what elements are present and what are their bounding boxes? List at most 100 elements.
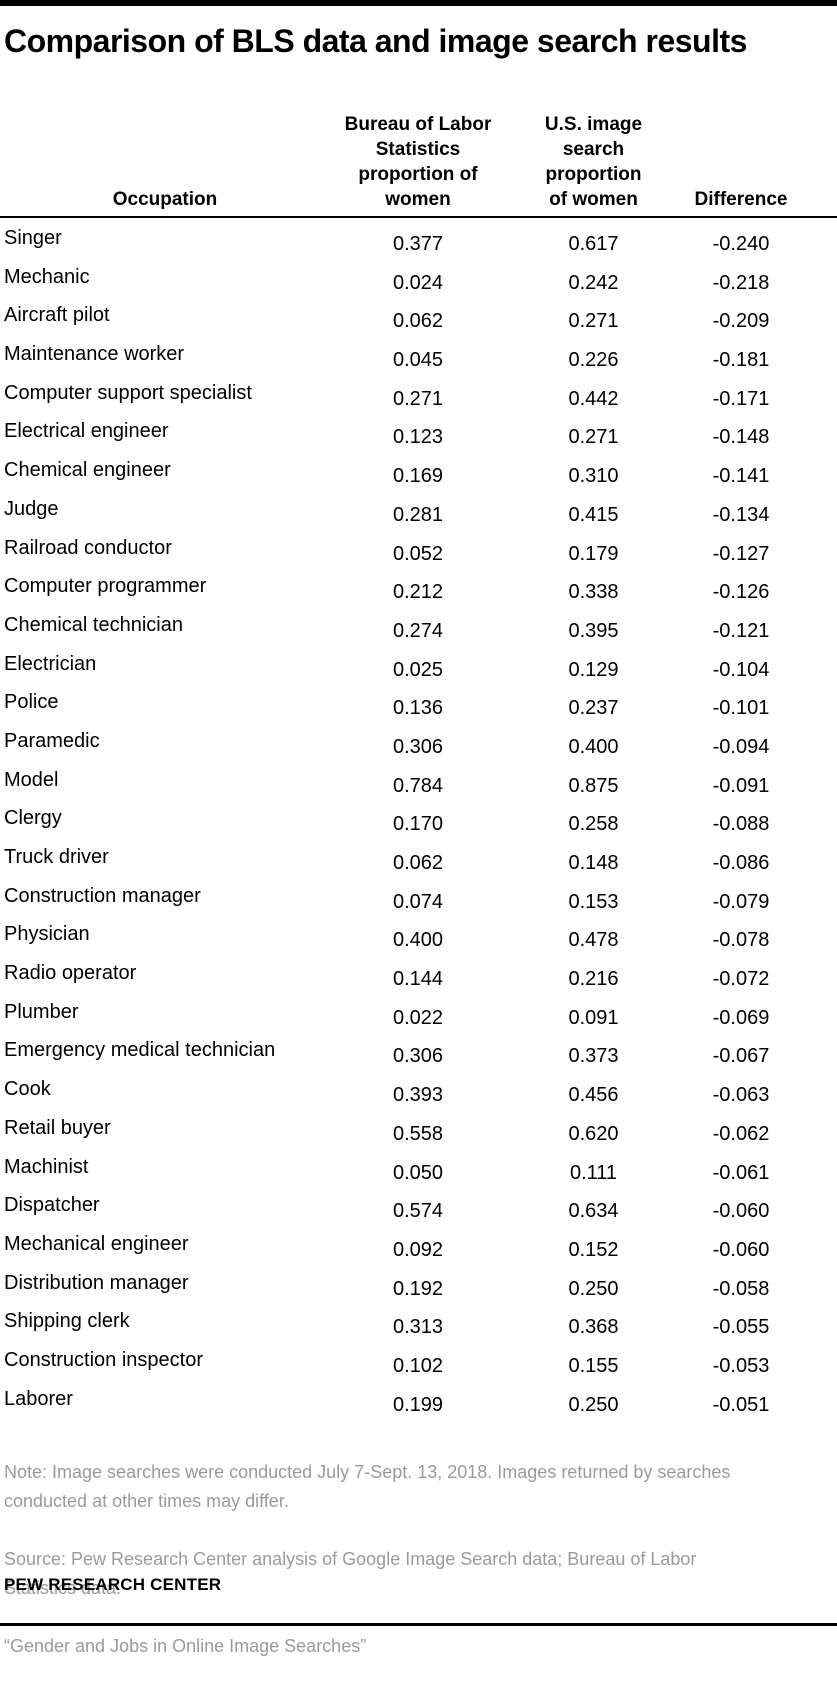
bls-value-cell: 0.306 <box>392 735 444 758</box>
table-row: Laborer 0.199 0.250 -0.051 <box>0 1380 837 1419</box>
difference-value-cell: -0.148 <box>712 426 770 449</box>
occupation-cell: Mechanic <box>4 265 90 288</box>
difference-value-cell: -0.104 <box>712 658 770 681</box>
occupation-cell: Electrician <box>4 652 97 675</box>
table-row: Retail buyer 0.558 0.620 -0.062 <box>0 1109 837 1148</box>
table-row: Police 0.136 0.237 -0.101 <box>0 683 837 722</box>
difference-value-cell: -0.101 <box>712 697 770 720</box>
occupation-cell: Maintenance worker <box>4 343 185 366</box>
bls-value-cell: 0.784 <box>392 774 444 797</box>
difference-value-cell: -0.067 <box>712 1045 770 1068</box>
table-row: Mechanical engineer 0.092 0.152 -0.060 <box>0 1225 837 1264</box>
bls-value-cell: 0.400 <box>392 929 444 952</box>
table-row: Plumber 0.022 0.091 -0.069 <box>0 993 837 1032</box>
table-row: Model 0.784 0.875 -0.091 <box>0 761 837 800</box>
bls-value-cell: 0.022 <box>392 1006 444 1029</box>
difference-value-cell: -0.126 <box>712 581 770 604</box>
occupation-cell: Dispatcher <box>4 1194 100 1217</box>
search-value-cell: 0.250 <box>568 1393 619 1416</box>
search-value-cell: 0.368 <box>568 1316 619 1339</box>
difference-value-cell: -0.051 <box>712 1393 770 1416</box>
occupation-cell: Truck driver <box>4 846 109 868</box>
bottom-rule <box>0 1623 837 1626</box>
table-row: Clergy 0.170 0.258 -0.088 <box>0 799 837 838</box>
bls-value-cell: 0.062 <box>392 852 444 874</box>
search-value-cell: 0.310 <box>568 465 619 488</box>
source-text: Source: Pew Research Center analysis of … <box>4 1549 697 1598</box>
occupation-cell: Retail buyer <box>4 1116 111 1139</box>
occupation-cell: Emergency medical technician <box>4 1039 276 1062</box>
bls-value-cell: 0.052 <box>392 542 444 565</box>
difference-value-cell: -0.061 <box>712 1161 770 1184</box>
report-title-quote: “Gender and Jobs in Online Image Searche… <box>4 1636 367 1656</box>
table-row: Singer 0.377 0.617 -0.240 <box>0 219 837 258</box>
occupation-cell: Laborer <box>4 1387 73 1410</box>
table-row: Construction manager 0.074 0.153 -0.079 <box>0 877 837 916</box>
bls-value-cell: 0.393 <box>392 1084 444 1107</box>
search-value-cell: 0.456 <box>568 1084 619 1107</box>
top-accent-bar <box>0 0 837 6</box>
table-row: Machinist 0.050 0.111 -0.061 <box>0 1148 837 1187</box>
search-value-cell: 0.875 <box>568 774 619 797</box>
table-row: Computer support specialist 0.271 0.442 … <box>0 374 837 413</box>
bls-value-cell: 0.074 <box>392 890 444 913</box>
occupation-cell: Physician <box>4 923 90 946</box>
bls-value-cell: 0.169 <box>392 465 444 488</box>
table-row: Judge 0.281 0.415 -0.134 <box>0 490 837 529</box>
occupation-cell: Radio operator <box>4 962 137 985</box>
table-row: Chemical technician 0.274 0.395 -0.121 <box>0 606 837 645</box>
difference-value-cell: -0.086 <box>712 852 770 874</box>
occupation-cell: Aircraft pilot <box>4 304 110 327</box>
table-row: Maintenance worker 0.045 0.226 -0.181 <box>0 335 837 374</box>
occupation-cell: Shipping clerk <box>4 1310 130 1333</box>
difference-value-cell: -0.121 <box>712 619 770 642</box>
search-value-cell: 0.152 <box>568 1238 619 1261</box>
difference-value-cell: -0.078 <box>712 929 770 952</box>
bls-value-cell: 0.192 <box>392 1277 444 1300</box>
search-value-cell: 0.415 <box>568 503 619 526</box>
col-header-difference: Difference <box>694 189 788 210</box>
difference-value-cell: -0.181 <box>712 349 770 372</box>
occupation-cell: Machinist <box>4 1155 89 1178</box>
table-row: Construction inspector 0.102 0.155 -0.05… <box>0 1341 837 1380</box>
search-value-cell: 0.373 <box>568 1045 619 1068</box>
search-value-cell: 0.111 <box>569 1161 618 1184</box>
col-header-occupation: Occupation <box>112 189 218 210</box>
search-value-cell: 0.179 <box>568 542 619 565</box>
difference-value-cell: -0.209 <box>712 310 770 333</box>
bls-value-cell: 0.274 <box>392 619 444 642</box>
difference-value-cell: -0.060 <box>712 1238 770 1261</box>
search-value-cell: 0.216 <box>568 968 619 991</box>
difference-value-cell: -0.240 <box>712 233 770 255</box>
occupation-cell: Police <box>4 691 59 714</box>
bls-value-cell: 0.271 <box>392 387 444 410</box>
bls-value-cell: 0.025 <box>392 658 444 681</box>
search-value-cell: 0.258 <box>568 813 619 836</box>
search-value-cell: 0.091 <box>568 1006 619 1029</box>
search-value-cell: 0.148 <box>568 852 619 874</box>
table-body: Singer 0.377 0.617 -0.240 Mechanic 0.024… <box>0 219 837 1418</box>
occupation-cell: Distribution manager <box>4 1271 189 1294</box>
table-row: Shipping clerk 0.313 0.368 -0.055 <box>0 1302 837 1341</box>
search-value-cell: 0.250 <box>568 1277 619 1300</box>
page-title: Comparison of BLS data and image search … <box>4 23 747 59</box>
bls-value-cell: 0.102 <box>392 1354 444 1377</box>
occupation-cell: Construction manager <box>4 884 201 907</box>
table-row: Paramedic 0.306 0.400 -0.094 <box>0 722 837 761</box>
bls-value-cell: 0.092 <box>392 1238 444 1261</box>
bls-value-cell: 0.199 <box>392 1393 444 1416</box>
search-value-cell: 0.226 <box>568 349 619 372</box>
search-value-cell: 0.617 <box>568 233 619 255</box>
table-row: Railroad conductor 0.052 0.179 -0.127 <box>0 529 837 568</box>
occupation-cell: Computer programmer <box>4 575 207 598</box>
table-row: Dispatcher 0.574 0.634 -0.060 <box>0 1186 837 1225</box>
bls-value-cell: 0.558 <box>392 1122 444 1145</box>
difference-value-cell: -0.055 <box>712 1316 770 1339</box>
difference-value-cell: -0.069 <box>712 1006 770 1029</box>
brand-wordmark: PEW RESEARCH CENTER <box>4 1575 222 1594</box>
search-value-cell: 0.478 <box>568 929 619 952</box>
search-value-cell: 0.271 <box>568 310 619 333</box>
bls-value-cell: 0.212 <box>392 581 444 604</box>
table-row: Mechanic 0.024 0.242 -0.218 <box>0 258 837 297</box>
occupation-cell: Judge <box>4 497 59 520</box>
